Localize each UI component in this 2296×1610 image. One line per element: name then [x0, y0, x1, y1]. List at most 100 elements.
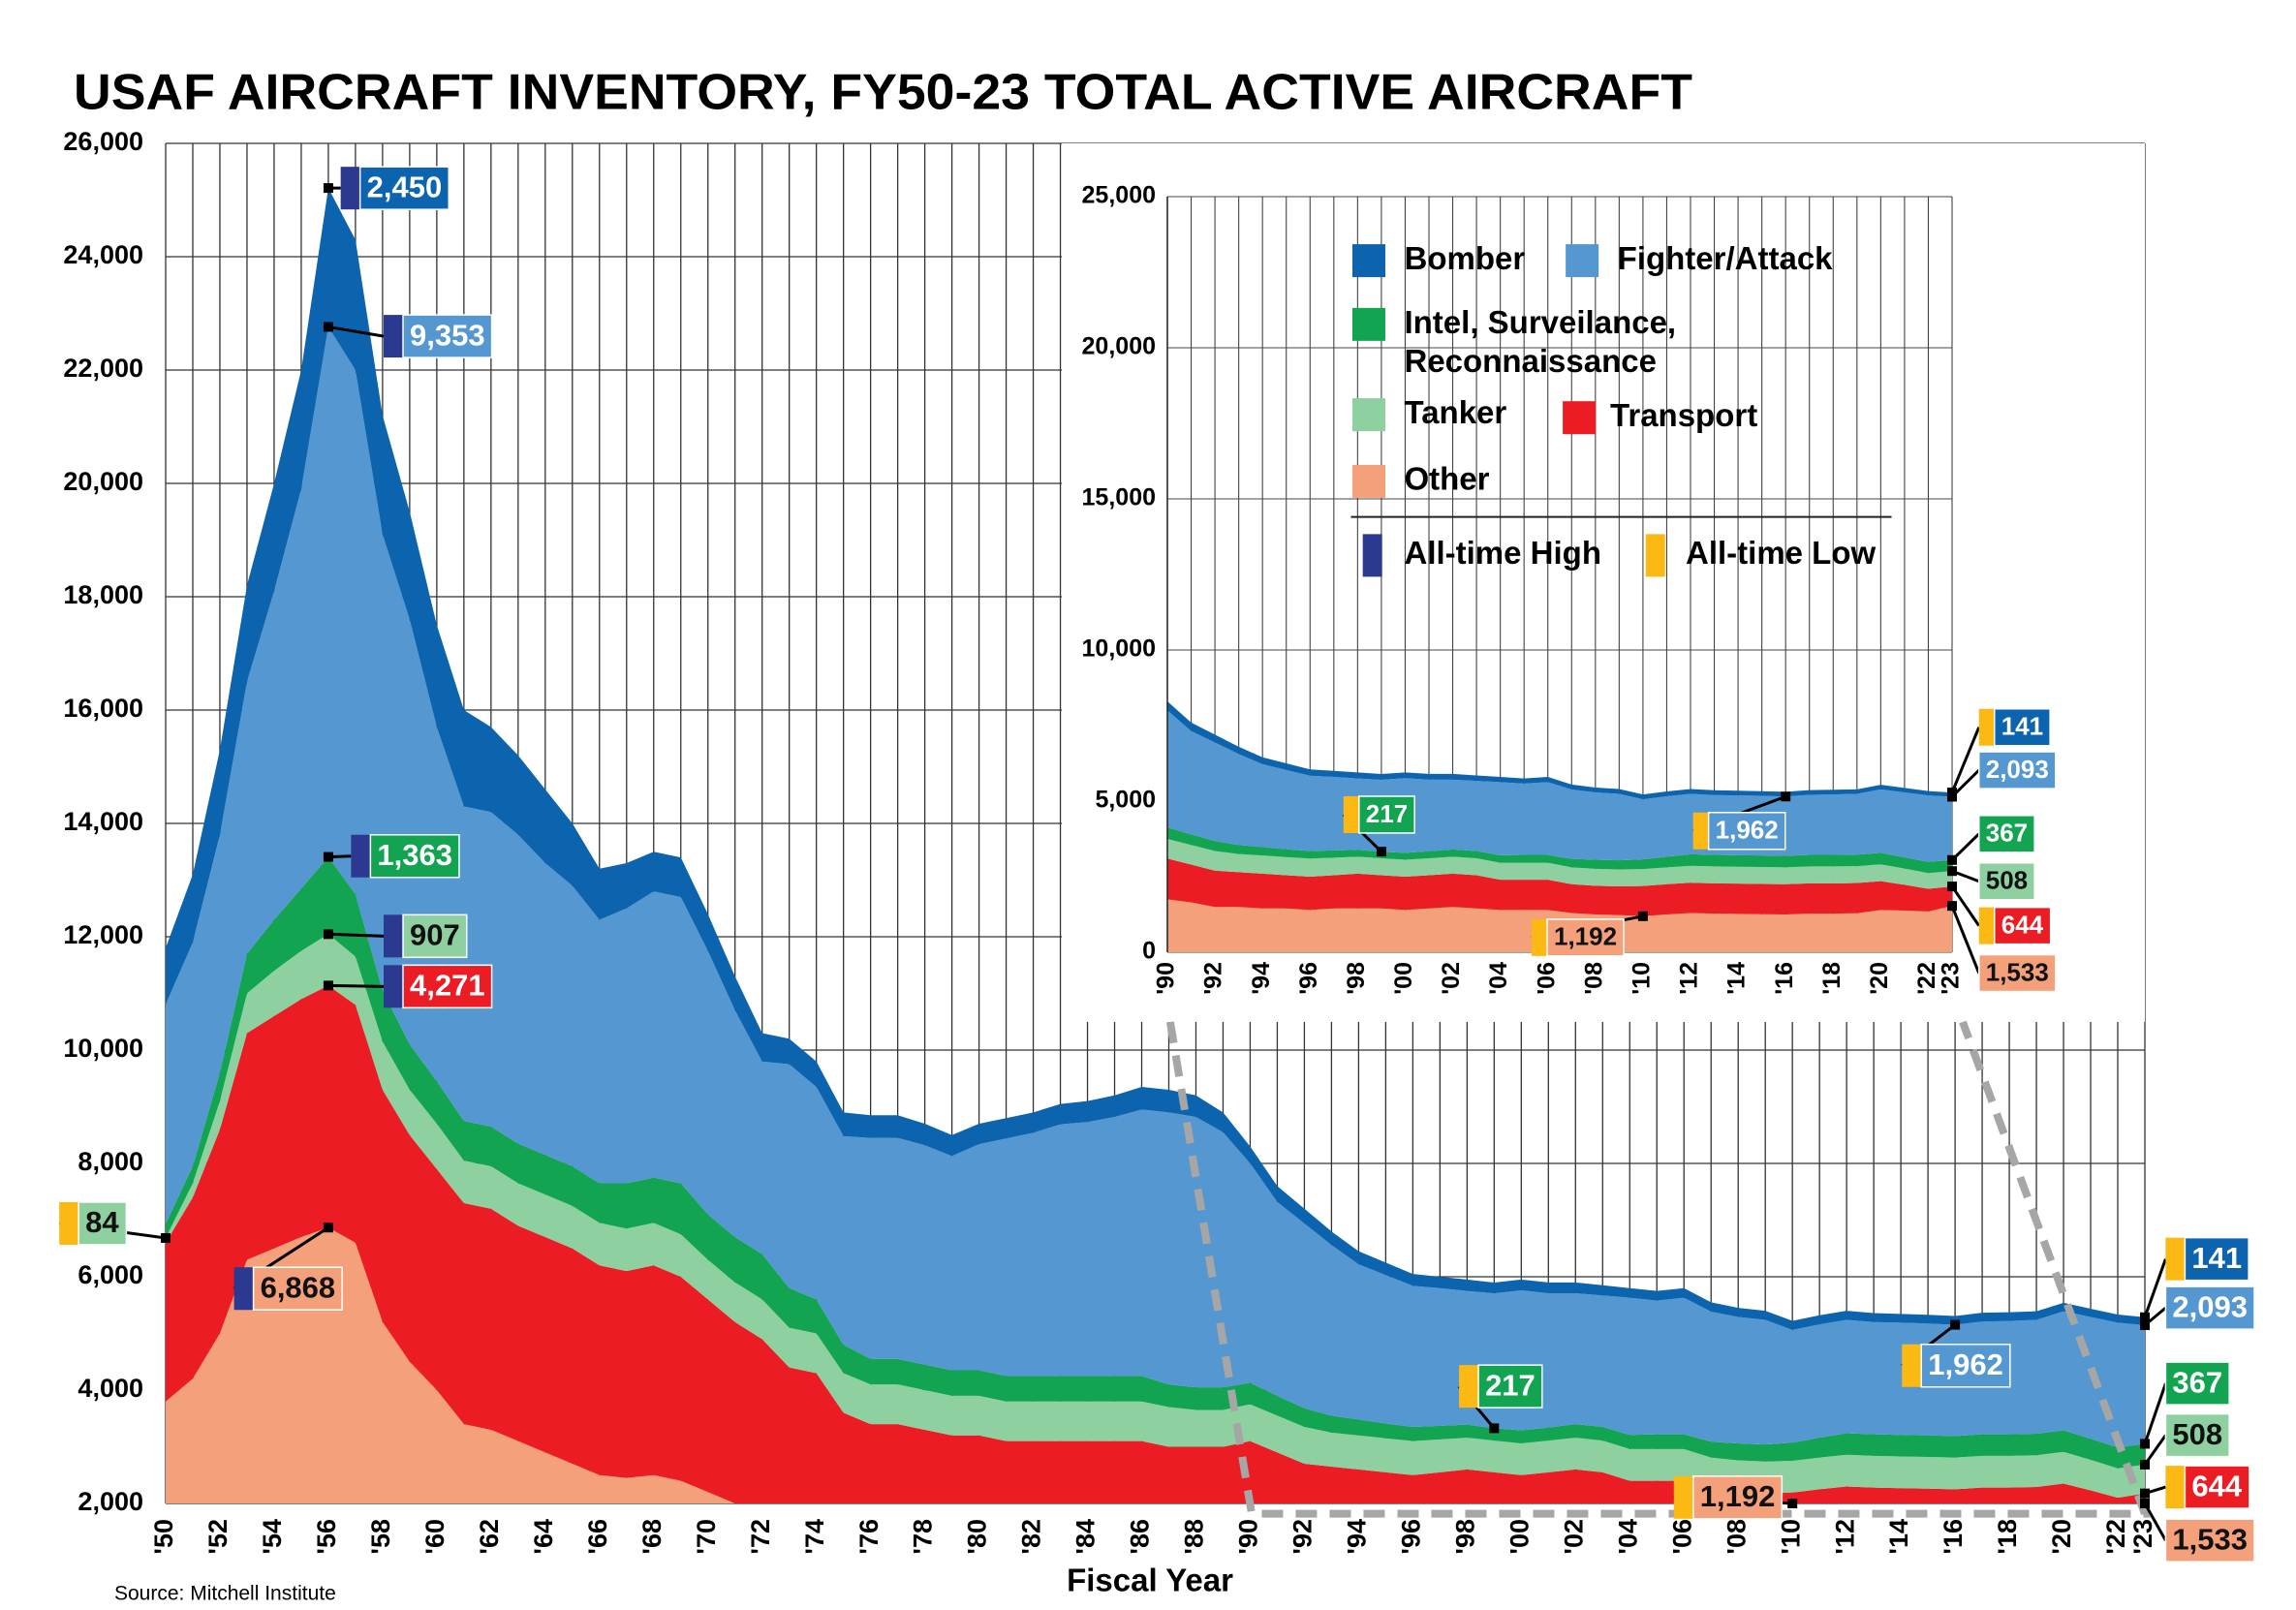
label-point: [2140, 1460, 2150, 1470]
legend-label: Other: [1404, 461, 1489, 497]
x-axis-label: Fiscal Year: [1067, 1563, 1233, 1598]
extreme-marker: [1459, 1365, 1478, 1408]
x-tick-label: '96: [1396, 1519, 1425, 1554]
inset-y-tick-label: 0: [1142, 938, 1156, 965]
label-point: [1947, 901, 1957, 911]
label-point: [324, 852, 333, 862]
label-point: [1950, 1320, 1960, 1330]
x-tick-label: '88: [1180, 1519, 1209, 1554]
extreme-marker: [384, 914, 403, 957]
data-label: 508: [2172, 1417, 2222, 1451]
legend-label: Tanker: [1404, 394, 1506, 430]
data-label: 644: [2191, 1469, 2242, 1502]
x-tick-label: '76: [854, 1519, 884, 1554]
data-label: 1,192: [1700, 1479, 1776, 1513]
inset-x-tick-label: '08: [1580, 962, 1607, 995]
x-tick-label: '12: [1830, 1519, 1859, 1554]
inset-y-tick-label: 25,000: [1082, 182, 1156, 209]
x-tick-label: '68: [637, 1519, 667, 1554]
data-label: 1,192: [1554, 922, 1617, 951]
x-tick-label: '78: [909, 1519, 938, 1554]
extreme-marker: [1693, 813, 1709, 850]
x-tick-label: '54: [258, 1519, 287, 1554]
x-tick-label: '16: [1939, 1519, 1968, 1554]
inset-x-tick-label: '23: [1938, 962, 1965, 995]
extreme-marker: [1979, 908, 1995, 944]
legend-label: All-time High: [1404, 535, 1601, 571]
inset-x-tick-label: '20: [1866, 962, 1893, 995]
data-label: 1,962: [1716, 816, 1779, 845]
y-tick-label: 14,000: [63, 807, 143, 836]
y-tick-label: 24,000: [63, 240, 143, 269]
data-label: 84: [85, 1205, 119, 1239]
extreme-marker: [1344, 796, 1359, 833]
data-label: 508: [1986, 866, 2028, 895]
x-tick-label: '70: [692, 1519, 721, 1554]
extreme-marker: [1674, 1476, 1693, 1519]
chart-title: USAF AIRCRAFT INVENTORY, FY50-23 TOTAL A…: [74, 65, 1692, 121]
label-point: [324, 322, 333, 331]
inset-x-tick-label: '90: [1153, 962, 1180, 995]
x-tick-label: '64: [529, 1519, 558, 1554]
data-label: 1,363: [377, 838, 452, 872]
legend-swatch: [1563, 401, 1596, 434]
x-tick-label: '20: [2047, 1519, 2076, 1554]
y-tick-label: 10,000: [63, 1034, 143, 1063]
inset-x-tick-label: '02: [1438, 962, 1465, 995]
x-tick-label: '80: [963, 1519, 992, 1554]
x-tick-label: '72: [746, 1519, 775, 1554]
data-label: 1,533: [1986, 957, 2049, 986]
y-tick-label: 26,000: [63, 127, 143, 156]
label-point: [2140, 1320, 2150, 1330]
legend-swatch: [1352, 465, 1385, 498]
x-tick-label: '52: [203, 1519, 233, 1554]
leader-line: [328, 934, 384, 936]
y-tick-label: 16,000: [63, 694, 143, 723]
data-label: 141: [2191, 1241, 2242, 1275]
legend-label: Transport: [1610, 397, 1757, 433]
inset-y-tick-label: 20,000: [1082, 333, 1156, 360]
data-label: 6,868: [261, 1270, 336, 1304]
extreme-marker: [2165, 1238, 2185, 1281]
x-tick-label: '10: [1776, 1519, 1805, 1554]
label-point: [1638, 912, 1648, 921]
x-tick-label: '50: [149, 1519, 178, 1554]
legend-swatch: [1566, 244, 1598, 277]
x-tick-label: '06: [1667, 1519, 1696, 1554]
extreme-marker: [341, 167, 360, 209]
inset-y-tick-label: 5,000: [1095, 787, 1156, 814]
data-label: 141: [2001, 712, 2043, 741]
inset-x-tick-label: '18: [1818, 962, 1846, 995]
y-tick-label: 12,000: [63, 920, 143, 949]
inset-x-tick-label: '98: [1343, 962, 1370, 995]
inset-x-tick-label: '14: [1723, 962, 1751, 995]
x-tick-label: '62: [475, 1519, 504, 1554]
x-tick-label: '08: [1722, 1519, 1751, 1554]
label-point: [1377, 847, 1386, 856]
x-tick-label: '04: [1613, 1519, 1642, 1554]
label-point: [324, 980, 333, 990]
inset-y-tick-label: 15,000: [1082, 484, 1156, 511]
x-tick-label: '90: [1234, 1519, 1263, 1554]
x-tick-label: '94: [1343, 1519, 1372, 1554]
x-tick-label: '58: [366, 1519, 395, 1554]
inset-x-tick-label: '10: [1629, 962, 1656, 995]
inset-x-tick-label: '12: [1676, 962, 1703, 995]
inset-x-tick-label: '06: [1533, 962, 1560, 995]
data-label: 367: [1986, 819, 2028, 848]
x-tick-label: '98: [1450, 1519, 1479, 1554]
extreme-marker: [351, 835, 370, 878]
x-tick-label: '82: [1017, 1519, 1046, 1554]
inset-x-tick-label: '92: [1200, 962, 1227, 995]
x-tick-label: '14: [1884, 1519, 1913, 1554]
legend-swatch: [1352, 244, 1385, 277]
label-point: [1947, 791, 1957, 801]
x-tick-label: '22: [2101, 1519, 2130, 1554]
extreme-marker: [1902, 1345, 1921, 1387]
data-label: 907: [410, 918, 460, 952]
inset-x-tick-label: '96: [1295, 962, 1322, 995]
extreme-marker: [2165, 1466, 2185, 1508]
x-tick-label: '74: [800, 1519, 829, 1554]
data-label: 217: [1485, 1368, 1536, 1402]
